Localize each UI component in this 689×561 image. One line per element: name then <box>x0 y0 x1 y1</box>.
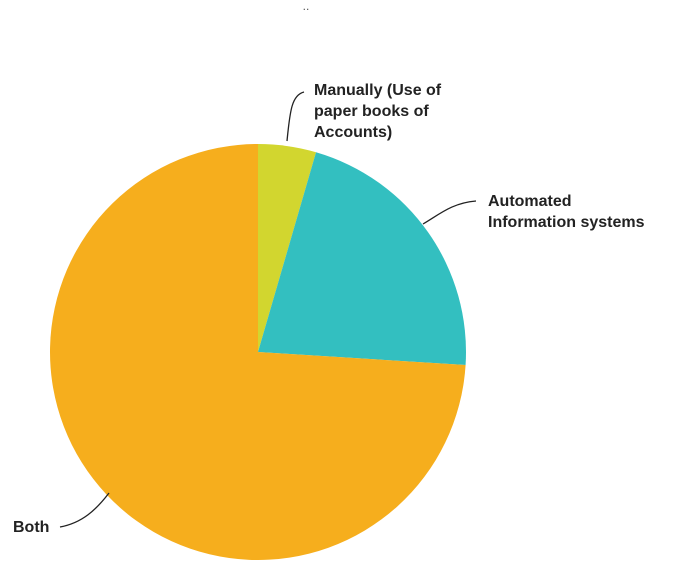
pie-slice-0 <box>258 144 317 352</box>
pie-slice-1 <box>258 152 467 366</box>
slice-label-1-line-0: Automated <box>488 193 572 210</box>
slice-labels: Manually (Use of paper books of Accounts) A… <box>13 82 645 536</box>
leader-line-2 <box>59 492 110 528</box>
top-mark: .. <box>303 0 310 13</box>
leader-lines <box>59 91 477 528</box>
slice-label-0-line-1: paper books of <box>314 103 429 120</box>
leader-line-1 <box>422 200 477 225</box>
slice-label-2-line-0: Both <box>13 519 49 536</box>
pie-slices <box>50 144 467 560</box>
pie-slice-2 <box>50 144 466 560</box>
slice-label-0-line-2: Accounts) <box>314 124 392 141</box>
slice-label-1-line-1: Information systems <box>488 214 645 231</box>
slice-label-0-line-0: Manually (Use of <box>314 82 442 99</box>
leader-line-0 <box>286 91 305 142</box>
